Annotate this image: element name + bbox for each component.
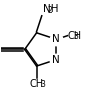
Text: N: N bbox=[52, 55, 60, 65]
Text: CH: CH bbox=[30, 79, 44, 89]
Text: 3: 3 bbox=[40, 80, 45, 89]
Text: NH: NH bbox=[43, 5, 58, 14]
Text: 3: 3 bbox=[73, 32, 78, 41]
Text: CH: CH bbox=[68, 31, 82, 41]
Text: 2: 2 bbox=[47, 6, 52, 15]
Text: N: N bbox=[52, 34, 60, 44]
